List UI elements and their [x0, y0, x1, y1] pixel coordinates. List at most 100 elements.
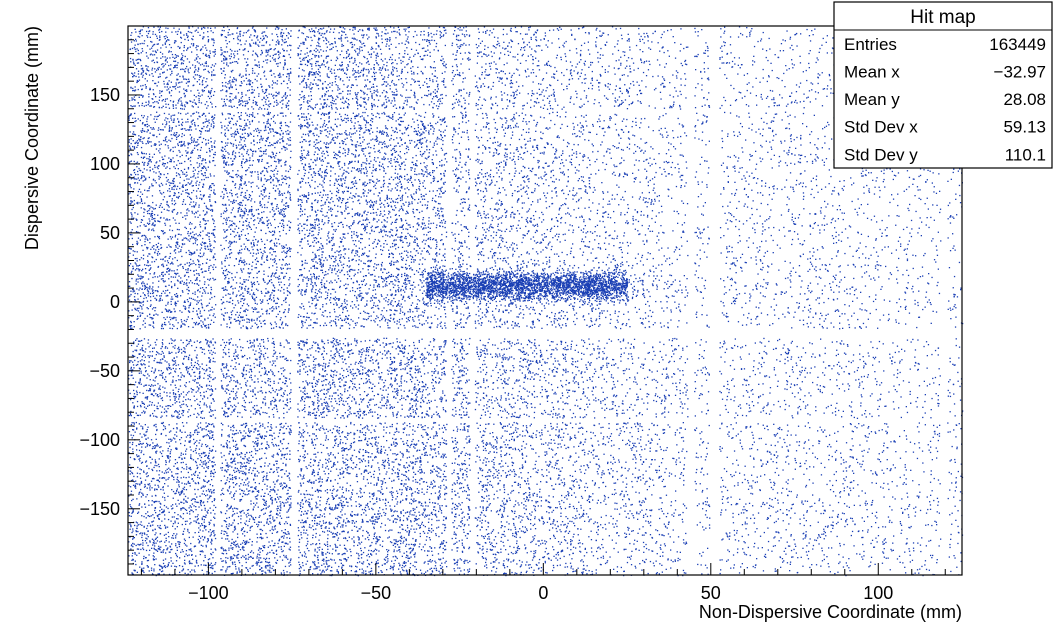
scatter-point [606, 552, 607, 553]
scatter-point [249, 37, 250, 38]
scatter-point [285, 465, 286, 466]
scatter-point [696, 483, 697, 484]
scatter-point [154, 564, 155, 565]
scatter-point [488, 55, 489, 56]
scatter-point [452, 248, 453, 249]
scatter-point [387, 128, 388, 129]
scatter-point [433, 131, 434, 132]
scatter-point [634, 144, 635, 145]
scatter-point [627, 108, 628, 109]
scatter-point [436, 296, 437, 297]
scatter-point [190, 449, 191, 450]
scatter-point [210, 473, 211, 474]
scatter-point [350, 485, 351, 486]
scatter-point [558, 324, 559, 325]
scatter-point [475, 185, 476, 186]
scatter-point [503, 274, 504, 275]
scatter-point [752, 124, 753, 125]
scatter-point [241, 176, 242, 177]
scatter-point [521, 366, 522, 367]
scatter-point [185, 521, 186, 522]
scatter-point [552, 527, 553, 528]
scatter-point [349, 54, 350, 55]
scatter-point [432, 198, 433, 199]
scatter-point [324, 283, 325, 284]
scatter-point [344, 388, 345, 389]
scatter-point [800, 83, 801, 84]
scatter-point [409, 298, 410, 299]
scatter-point [162, 550, 163, 551]
scatter-point [152, 277, 153, 278]
scatter-point [348, 120, 349, 121]
scatter-point [948, 390, 949, 391]
scatter-point [329, 83, 330, 84]
scatter-point [303, 113, 304, 114]
scatter-point [309, 230, 310, 231]
scatter-point [321, 340, 322, 341]
scatter-point [389, 309, 390, 310]
scatter-point [225, 312, 226, 313]
scatter-point [252, 307, 253, 308]
scatter-point [327, 173, 328, 174]
scatter-point [462, 477, 463, 478]
scatter-point [671, 29, 672, 30]
scatter-point [661, 403, 662, 404]
scatter-point [197, 458, 198, 459]
scatter-point [757, 41, 758, 42]
scatter-point [435, 150, 436, 151]
scatter-point [432, 98, 433, 99]
scatter-point [412, 211, 413, 212]
scatter-point [389, 465, 390, 466]
scatter-point [238, 228, 239, 229]
scatter-point [545, 543, 546, 544]
scatter-point [553, 510, 554, 511]
scatter-point [262, 538, 263, 539]
scatter-point [896, 279, 897, 280]
scatter-point [810, 395, 811, 396]
scatter-point [390, 190, 391, 191]
scatter-point [363, 570, 364, 571]
scatter-point [322, 205, 323, 206]
scatter-point [620, 88, 621, 89]
scatter-point [446, 517, 447, 518]
scatter-point [871, 219, 872, 220]
scatter-point [831, 219, 832, 220]
scatter-point [543, 521, 544, 522]
scatter-point [405, 562, 406, 563]
scatter-point [228, 425, 229, 426]
scatter-point [145, 236, 146, 237]
scatter-point [191, 254, 192, 255]
scatter-point [605, 404, 606, 405]
scatter-point [426, 234, 427, 235]
scatter-point [182, 191, 183, 192]
scatter-point [836, 379, 837, 380]
scatter-point [308, 278, 309, 279]
scatter-point [614, 106, 615, 107]
scatter-point [723, 235, 724, 236]
scatter-point [937, 451, 938, 452]
scatter-point [491, 182, 492, 183]
scatter-point [372, 384, 373, 385]
scatter-point [785, 352, 786, 353]
scatter-point [145, 435, 146, 436]
scatter-point [607, 127, 608, 128]
scatter-point [775, 134, 776, 135]
scatter-point [369, 438, 370, 439]
scatter-point [181, 377, 182, 378]
scatter-point [385, 503, 386, 504]
scatter-point [319, 521, 320, 522]
scatter-point [632, 218, 633, 219]
scatter-point [259, 196, 260, 197]
scatter-point [424, 533, 425, 534]
scatter-point [931, 354, 932, 355]
scatter-point [220, 245, 221, 246]
scatter-point [388, 145, 389, 146]
scatter-point [264, 130, 265, 131]
scatter-point [675, 148, 676, 149]
scatter-point [207, 541, 208, 542]
scatter-point [228, 293, 229, 294]
scatter-point [463, 395, 464, 396]
scatter-point [179, 572, 180, 573]
scatter-point [728, 559, 729, 560]
scatter-point [639, 85, 640, 86]
